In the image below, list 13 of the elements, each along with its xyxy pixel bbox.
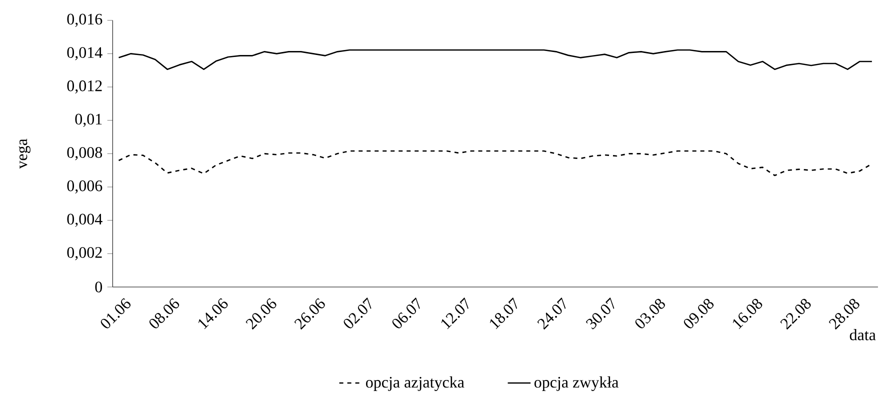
y-tick-label: 0: [95, 282, 102, 292]
y-tick-label: 0,008: [67, 147, 102, 160]
y-tick-label: 0,004: [67, 214, 102, 227]
y-tick-label: 0,014: [67, 47, 102, 60]
legend-label: opcja azjatycka: [366, 376, 464, 391]
legend-label: opcja zwykła: [534, 376, 619, 391]
y-tick-label: 0,012: [67, 80, 102, 94]
x-axis-title: data: [850, 329, 876, 340]
y-axis-title: vega: [18, 138, 30, 169]
y-tick-label: 0,006: [67, 180, 102, 194]
y-tick-label: 0,01: [75, 114, 102, 127]
y-tick-label: 0,002: [67, 247, 102, 260]
y-tick-label: 0,016: [67, 14, 102, 27]
